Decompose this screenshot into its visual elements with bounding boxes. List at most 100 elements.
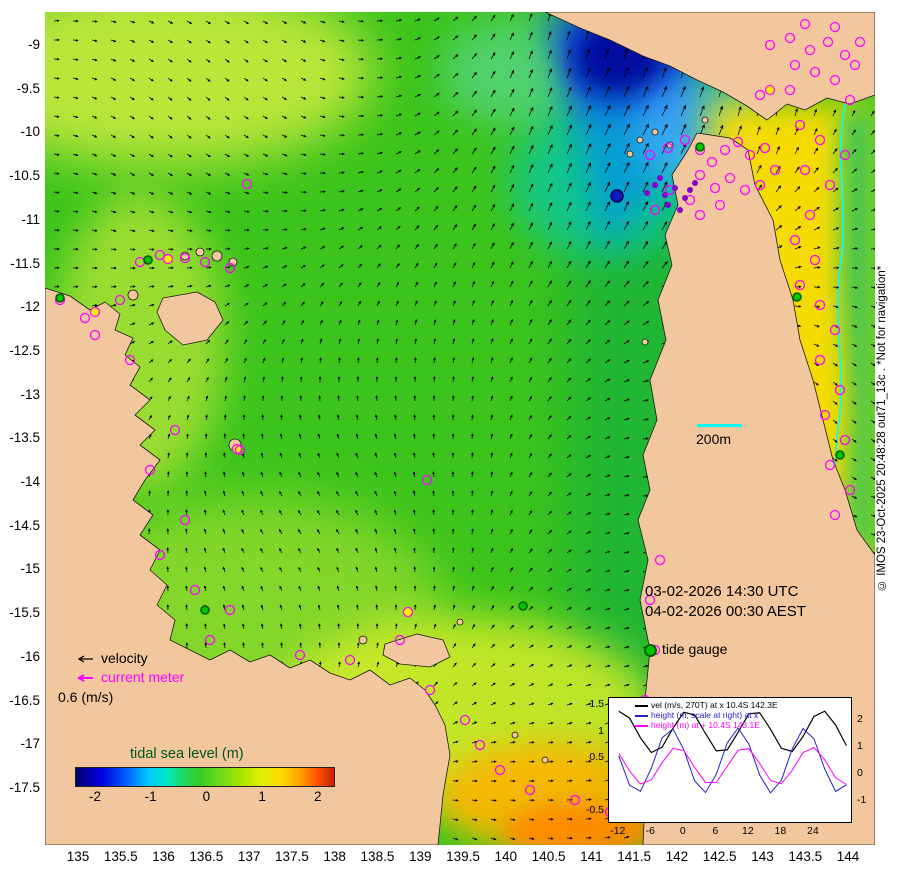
inset-series-line-1 xyxy=(618,727,847,794)
current-meter-marker xyxy=(79,312,91,324)
inset-x-tick-label: -6 xyxy=(645,825,655,837)
current-meter-marker xyxy=(241,178,253,190)
lat-tick-label: -12 xyxy=(20,299,40,315)
depth-contour-label: 200m xyxy=(696,431,732,447)
inset-series-line-0 xyxy=(618,710,847,754)
island xyxy=(511,731,519,739)
lon-tick-label: 143 xyxy=(751,849,774,864)
current-meter-marker xyxy=(694,169,706,181)
current-meter-marker xyxy=(724,172,736,184)
current-meter-marker xyxy=(344,654,356,666)
vel-series-label: vel (m/s, 270T) at x 10.4S 142.3E xyxy=(651,700,778,710)
inset-left-tick-label: -0.5 xyxy=(585,804,604,817)
lat-tick-label: -14.5 xyxy=(9,517,40,533)
current-meter-marker xyxy=(234,444,246,456)
current-meter-marker xyxy=(189,584,201,596)
yellow-station-marker xyxy=(162,253,174,265)
lat-tick-label: -15.5 xyxy=(9,605,40,621)
station-markers xyxy=(54,18,866,818)
current-meter-marker xyxy=(644,594,656,606)
lon-tick-label: 139.5 xyxy=(446,849,480,864)
current-meter-marker xyxy=(804,44,816,56)
current-meter-marker xyxy=(829,509,841,521)
island xyxy=(626,150,634,158)
velocity-legend-label: velocity xyxy=(101,650,148,666)
purple-station-marker xyxy=(652,182,658,188)
current-meter-marker xyxy=(844,94,856,106)
land-new-guinea xyxy=(544,12,875,121)
current-meter-marker xyxy=(819,409,831,421)
island xyxy=(211,250,223,262)
purple-station-marker xyxy=(672,185,678,191)
height-plus-series-swatch xyxy=(635,724,648,727)
purple-station-marker xyxy=(657,175,663,181)
island xyxy=(636,136,644,144)
current-meter-marker xyxy=(144,464,156,476)
current-meter-marker xyxy=(814,134,826,146)
island xyxy=(127,289,139,301)
colorbar-tick-label: 2 xyxy=(314,789,322,804)
current-meter-marker xyxy=(829,324,841,336)
current-meter-marker xyxy=(89,329,101,341)
inset-x-tick-label: 6 xyxy=(712,825,719,837)
current-meter-marker xyxy=(822,36,834,48)
current-meter-marker xyxy=(789,234,801,246)
lat-tick-label: -14 xyxy=(20,474,40,489)
current-meter-marker xyxy=(784,84,796,96)
current-meter-marker xyxy=(494,764,506,776)
lon-tick-label: 137.5 xyxy=(274,849,309,864)
island xyxy=(541,756,549,764)
current-meter-marker xyxy=(754,89,766,101)
purple-station-marker xyxy=(644,190,650,196)
lat-tick-label: -17 xyxy=(20,736,40,752)
current-meter-marker xyxy=(814,299,826,311)
current-meter-marker xyxy=(732,136,744,148)
current-meter-marker xyxy=(654,554,666,566)
lon-tick-label: 136 xyxy=(152,849,175,864)
lat-tick-label: -10.5 xyxy=(9,168,40,184)
current-meter-marker xyxy=(839,434,851,446)
lon-tick-label: 142.5 xyxy=(702,849,737,864)
yellow-station-marker xyxy=(764,84,776,96)
inset-right-tick-label: 2 xyxy=(857,713,863,725)
inset-x-tick-label: -12 xyxy=(610,825,626,837)
current-meter-marker xyxy=(662,142,674,154)
island xyxy=(641,338,649,346)
lat-tick-label: -16 xyxy=(20,648,40,664)
current-meter-arrow-icon xyxy=(77,674,93,683)
lat-tick-label: -13.5 xyxy=(9,430,40,446)
inset-right-tick-label: 1 xyxy=(857,740,863,752)
velocity-arrow-icon xyxy=(77,655,93,663)
tide-gauge-marker xyxy=(792,292,802,302)
height-plus-series-label: height (m) at + 10.4S 143.1E xyxy=(651,720,760,730)
lat-tick-label: -9.5 xyxy=(16,80,40,96)
lon-tick-label: 142 xyxy=(665,849,689,864)
current-meter-marker xyxy=(169,424,181,436)
purple-station-marker xyxy=(677,207,683,213)
current-meter-marker xyxy=(814,354,826,366)
current-meter-marker xyxy=(784,32,796,44)
yellow-station-marker xyxy=(89,306,101,318)
current-meter-marker xyxy=(844,484,856,496)
current-meter-marker xyxy=(294,649,306,661)
lon-tick-label: 143.5 xyxy=(788,849,823,864)
current-meter-marker xyxy=(854,36,866,48)
inset-left-tick-label: 1 xyxy=(598,724,604,737)
inset-legend-row-vel: vel (m/s, 270T) at x 10.4S 142.3E xyxy=(635,700,778,710)
purple-station-marker xyxy=(682,195,688,201)
current-meter-marker xyxy=(804,209,816,221)
current-meter-marker xyxy=(124,354,136,366)
island xyxy=(195,247,205,257)
purple-station-marker xyxy=(692,180,698,186)
current-meter-marker xyxy=(829,21,841,33)
current-meter-marker xyxy=(199,256,211,268)
tide-gauge-icon xyxy=(644,644,657,657)
current-meter-marker xyxy=(799,164,811,176)
current-meter-marker xyxy=(394,634,406,646)
current-meter-marker xyxy=(759,142,771,154)
vel-series-swatch xyxy=(635,704,648,707)
current-meter-marker xyxy=(459,714,471,726)
current-meter-marker xyxy=(714,199,726,211)
lon-tick-label: 136.5 xyxy=(189,849,224,864)
